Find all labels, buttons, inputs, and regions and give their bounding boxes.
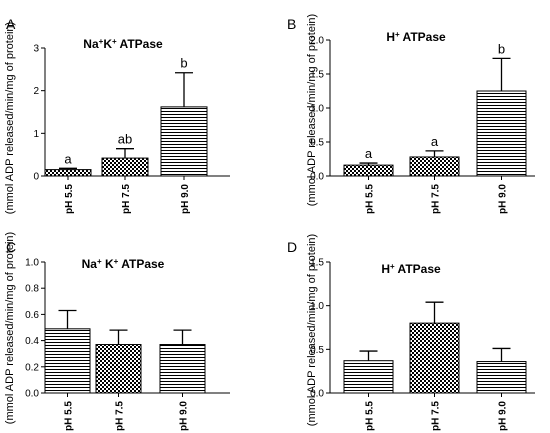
panel-letter-b: B <box>287 16 296 32</box>
panel-b-bar <box>409 156 460 177</box>
panel-c-y-tick-label: 0.2 <box>25 362 39 373</box>
panel-b-y-tick-label: 0.0 <box>310 172 324 183</box>
panel-d-x-tick-label: pH 7.5 <box>431 401 442 431</box>
panel-a-title: Na+K+ ATPase <box>83 37 163 52</box>
panel-b: B H+ ATPase (mmol ADP released/min/mg of… <box>287 14 535 214</box>
panel-b-x-tick-label: pH 9.0 <box>498 184 509 214</box>
panel-c-bar <box>44 328 91 394</box>
panel-b-y-axis-label: (mmol ADP released/min/mg of protein) <box>306 14 318 206</box>
panel-a-y-tick-label: 2 <box>33 86 39 97</box>
panel-c-y-tick-label: 0.8 <box>25 284 39 295</box>
panel-c-y-tick-label: 0.4 <box>25 336 39 347</box>
panel-b-bar <box>343 164 394 177</box>
panel-c-title: Na+ K+ ATPase <box>82 257 165 272</box>
panel-a-x-tick-label: pH 7.5 <box>121 184 132 214</box>
panel-b-significance-letter: a <box>365 146 373 161</box>
panel-c-plot: 0.0 0.2 0.4 0.6 0.8 1.0 pH 5.5 pH 7.5 pH 9.0 <box>25 258 230 431</box>
panel-b-significance-letter: a <box>431 134 439 149</box>
panel-b-x-tick-label: pH 7.5 <box>431 184 442 214</box>
panel-b-y-tick-label: 2.0 <box>310 36 324 47</box>
panel-d-bar <box>476 361 527 394</box>
panel-a-bar <box>44 169 92 177</box>
panel-d-bar <box>409 322 460 394</box>
panel-c-x-tick-label: pH 7.5 <box>115 401 126 431</box>
panel-c-bar <box>159 344 206 394</box>
panel-a-significance-letter: b <box>180 56 187 71</box>
panel-letter-d: D <box>287 239 297 255</box>
panel-letter-c: C <box>6 239 16 255</box>
panel-a-y-tick-label: 3 <box>33 44 39 55</box>
panel-letter-a: A <box>6 16 16 32</box>
panel-b-plot: 0.0 0.5 1.0 1.5 2.0 a pH 5.5 a pH 7.5 b pH 9.0 <box>310 36 535 214</box>
panel-d-x-tick-label: pH 9.0 <box>498 401 509 431</box>
panel-d-y-tick-label: 1.0 <box>310 301 324 312</box>
panel-d-bar <box>343 360 394 394</box>
panel-d-plot: 0.0 0.5 1.0 1.5 pH 5.5 pH 7.5 pH 9.0 <box>310 258 535 431</box>
panel-c: C Na+ K+ ATPase (mmol ADP released/min/m… <box>4 232 230 431</box>
panel-d-y-axis-label: (mmol ADP released/min/mg of protein) <box>306 234 318 426</box>
panel-a-y-axis-label: (mmol ADP released/min/mg of protein) <box>4 22 16 214</box>
panel-b-x-tick-label: pH 5.5 <box>365 184 376 214</box>
panel-a-x-tick-label: pH 9.0 <box>180 184 191 214</box>
panel-a-y-tick-label: 0 <box>33 172 39 183</box>
panel-c-x-tick-label: pH 9.0 <box>179 401 190 431</box>
panel-a-significance-letter: a <box>64 151 72 166</box>
panel-a-x-tick-label: pH 5.5 <box>64 184 75 214</box>
panel-a-plot: 0 1 2 3 a pH 5.5 ab pH 7.5 b pH 9.0 <box>33 44 230 214</box>
panel-b-y-tick-label: 0.5 <box>310 138 324 149</box>
panel-c-y-tick-label: 1.0 <box>25 258 39 269</box>
panel-a-y-tick-label: 1 <box>33 129 39 140</box>
panel-a-significance-letter: ab <box>118 132 132 147</box>
panel-b-y-tick-label: 1.0 <box>310 104 324 115</box>
panel-a: A Na+K+ ATPase (mmol ADP released/min/mg… <box>4 16 230 214</box>
panel-c-x-tick-label: pH 5.5 <box>64 401 75 431</box>
panel-c-y-tick-label: 0.6 <box>25 310 39 321</box>
panel-d-y-tick-label: 0.0 <box>310 389 324 400</box>
panel-d-y-tick-label: 0.5 <box>310 345 324 356</box>
panel-c-y-axis-label: (mmol ADP released/min/mg of protein) <box>4 232 16 424</box>
panel-d-y-tick-label: 1.5 <box>310 258 324 269</box>
panel-b-bar <box>476 90 527 177</box>
panel-a-bar <box>160 106 208 177</box>
panel-b-title: H+ ATPase <box>386 30 446 45</box>
panel-c-y-tick-label: 0.0 <box>25 389 39 400</box>
panel-d-x-tick-label: pH 5.5 <box>365 401 376 431</box>
panel-b-significance-letter: b <box>498 41 505 56</box>
panel-a-bar <box>101 157 149 177</box>
panel-c-bar <box>95 344 142 394</box>
panel-d: D H+ ATPase (mmol ADP released/min/mg of… <box>287 234 535 431</box>
panel-d-title: H+ ATPase <box>381 262 441 277</box>
panel-b-y-tick-label: 1.5 <box>310 70 324 81</box>
